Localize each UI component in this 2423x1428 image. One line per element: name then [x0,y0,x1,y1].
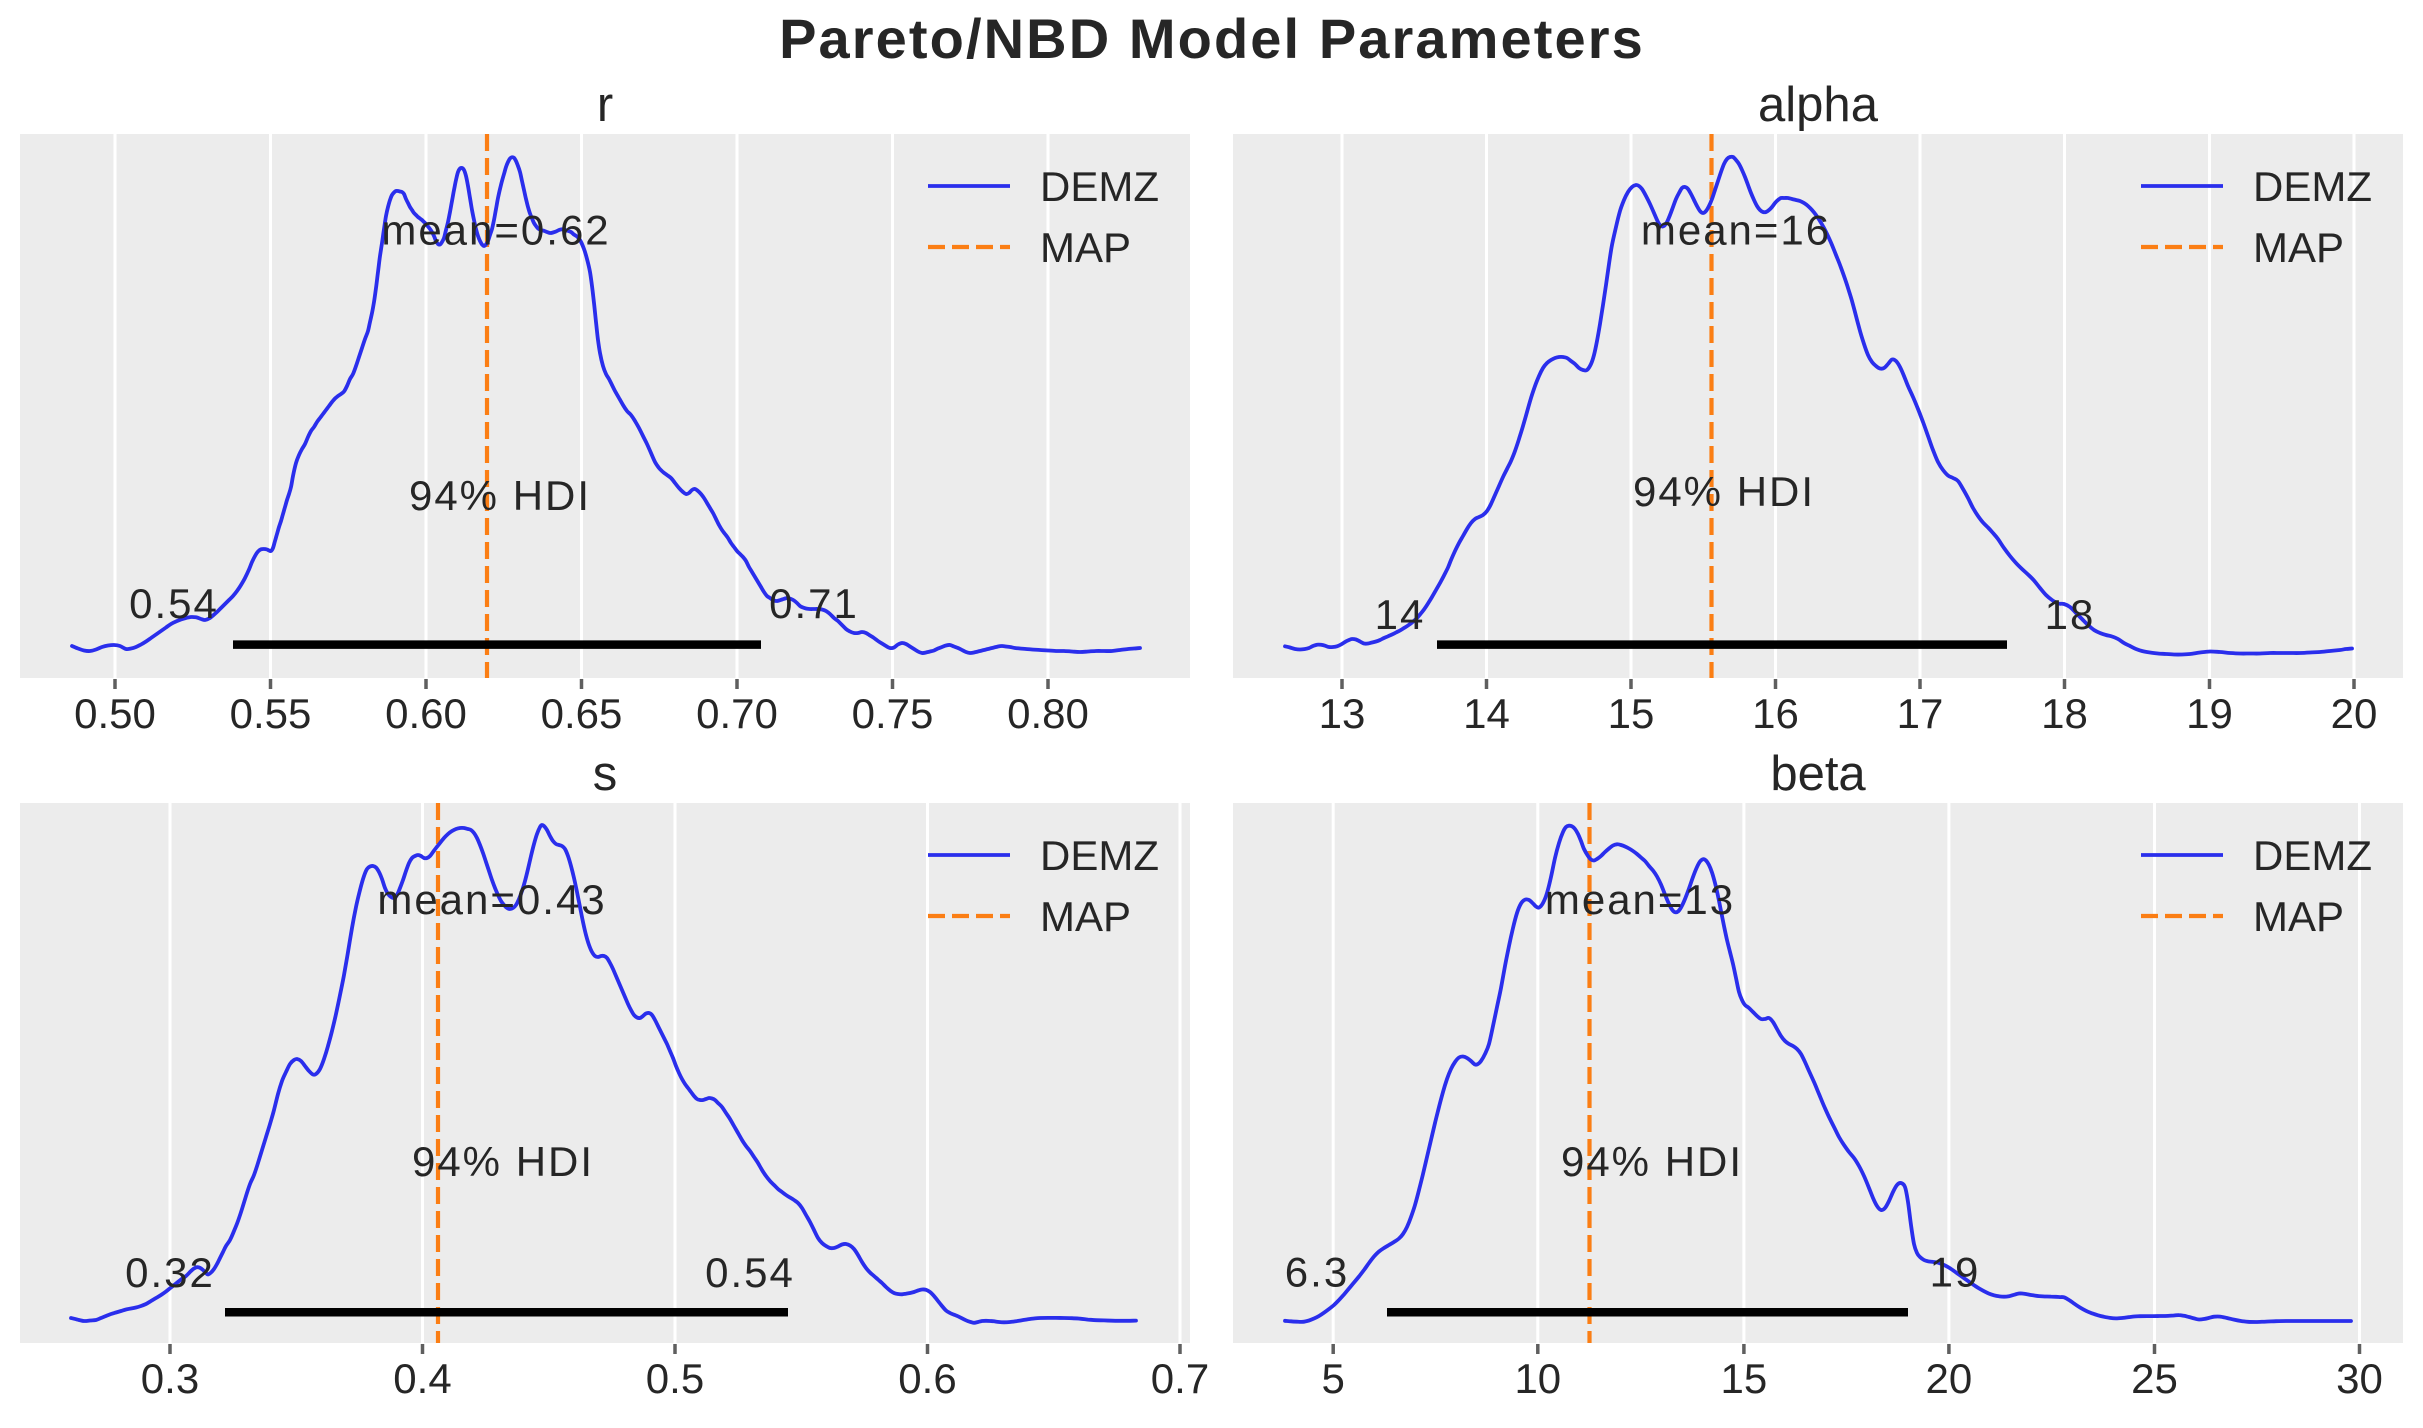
svg-text:0.71: 0.71 [769,580,859,627]
svg-text:14: 14 [1463,690,1510,737]
svg-text:0.75: 0.75 [852,690,934,737]
svg-text:94% HDI: 94% HDI [1633,468,1815,515]
svg-text:r: r [597,78,613,132]
svg-text:MAP: MAP [2253,893,2344,940]
svg-text:mean=13: mean=13 [1545,876,1735,923]
svg-text:0.54: 0.54 [705,1249,795,1296]
svg-text:mean=0.43: mean=0.43 [377,876,606,923]
svg-text:MAP: MAP [1040,224,1131,271]
svg-text:94% HDI: 94% HDI [409,472,591,519]
svg-text:0.6: 0.6 [898,1355,956,1402]
svg-text:0.60: 0.60 [385,690,467,737]
svg-text:17: 17 [1897,690,1944,737]
svg-text:30: 30 [2336,1355,2383,1402]
svg-text:25: 25 [2131,1355,2178,1402]
svg-text:mean=0.62: mean=0.62 [381,207,610,254]
svg-text:10: 10 [1514,1355,1561,1402]
svg-text:20: 20 [2331,690,2378,737]
svg-text:alpha: alpha [1758,78,1879,132]
svg-text:18: 18 [2041,690,2088,737]
svg-text:0.80: 0.80 [1007,690,1089,737]
svg-text:15: 15 [1721,1355,1768,1402]
svg-text:19: 19 [1930,1249,1981,1296]
svg-text:s: s [593,747,618,801]
svg-text:beta: beta [1770,747,1866,801]
svg-text:20: 20 [1926,1355,1973,1402]
svg-text:13: 13 [1319,690,1366,737]
svg-text:0.32: 0.32 [125,1249,215,1296]
svg-text:94% HDI: 94% HDI [412,1138,594,1185]
svg-text:DEMZ: DEMZ [2253,163,2372,210]
svg-text:0.7: 0.7 [1151,1355,1209,1402]
svg-text:0.65: 0.65 [541,690,623,737]
svg-text:DEMZ: DEMZ [2253,832,2372,879]
svg-text:0.4: 0.4 [393,1355,451,1402]
svg-text:DEMZ: DEMZ [1040,832,1159,879]
svg-text:mean=16: mean=16 [1641,207,1831,254]
svg-text:MAP: MAP [1040,893,1131,940]
svg-text:19: 19 [2186,690,2233,737]
svg-text:18: 18 [2045,591,2096,638]
svg-text:14: 14 [1375,591,1426,638]
svg-text:94% HDI: 94% HDI [1561,1138,1743,1185]
svg-text:0.5: 0.5 [646,1355,704,1402]
svg-text:15: 15 [1608,690,1655,737]
svg-text:0.70: 0.70 [696,690,778,737]
svg-text:Pareto/NBD Model Parameters: Pareto/NBD Model Parameters [779,7,1645,70]
svg-text:0.3: 0.3 [141,1355,199,1402]
svg-text:0.54: 0.54 [129,580,219,627]
svg-text:MAP: MAP [2253,224,2344,271]
svg-text:5: 5 [1322,1355,1345,1402]
svg-text:16: 16 [1752,690,1799,737]
svg-text:DEMZ: DEMZ [1040,163,1159,210]
svg-text:0.50: 0.50 [74,690,156,737]
svg-text:0.55: 0.55 [230,690,312,737]
svg-text:6.3: 6.3 [1285,1249,1349,1296]
